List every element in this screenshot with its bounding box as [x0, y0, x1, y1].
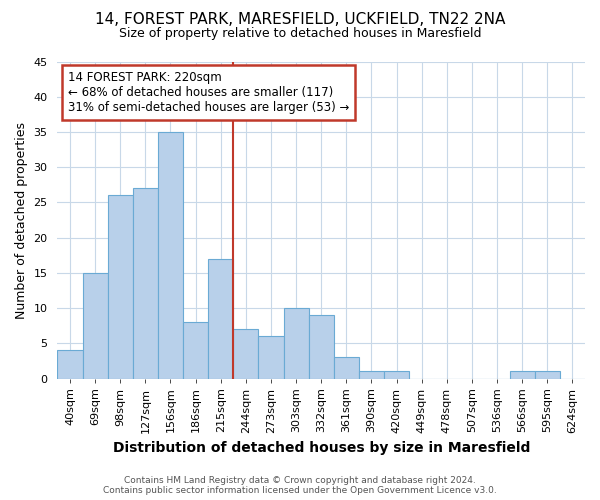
Bar [535, 372, 560, 378]
Text: Contains HM Land Registry data © Crown copyright and database right 2024.
Contai: Contains HM Land Registry data © Crown c… [103, 476, 497, 495]
Bar [208, 259, 233, 378]
Bar [284, 308, 308, 378]
Bar [359, 372, 384, 378]
Text: Size of property relative to detached houses in Maresfield: Size of property relative to detached ho… [119, 28, 481, 40]
Bar [107, 196, 133, 378]
Bar [509, 372, 535, 378]
Bar [133, 188, 158, 378]
Bar [334, 358, 359, 378]
Bar [308, 315, 334, 378]
Bar [233, 329, 259, 378]
Bar [58, 350, 83, 378]
Text: 14, FOREST PARK, MARESFIELD, UCKFIELD, TN22 2NA: 14, FOREST PARK, MARESFIELD, UCKFIELD, T… [95, 12, 505, 28]
Bar [83, 273, 107, 378]
Text: 14 FOREST PARK: 220sqm
← 68% of detached houses are smaller (117)
31% of semi-de: 14 FOREST PARK: 220sqm ← 68% of detached… [68, 71, 349, 114]
Y-axis label: Number of detached properties: Number of detached properties [15, 122, 28, 318]
Bar [158, 132, 183, 378]
Bar [259, 336, 284, 378]
Bar [384, 372, 409, 378]
Bar [183, 322, 208, 378]
X-axis label: Distribution of detached houses by size in Maresfield: Distribution of detached houses by size … [113, 441, 530, 455]
